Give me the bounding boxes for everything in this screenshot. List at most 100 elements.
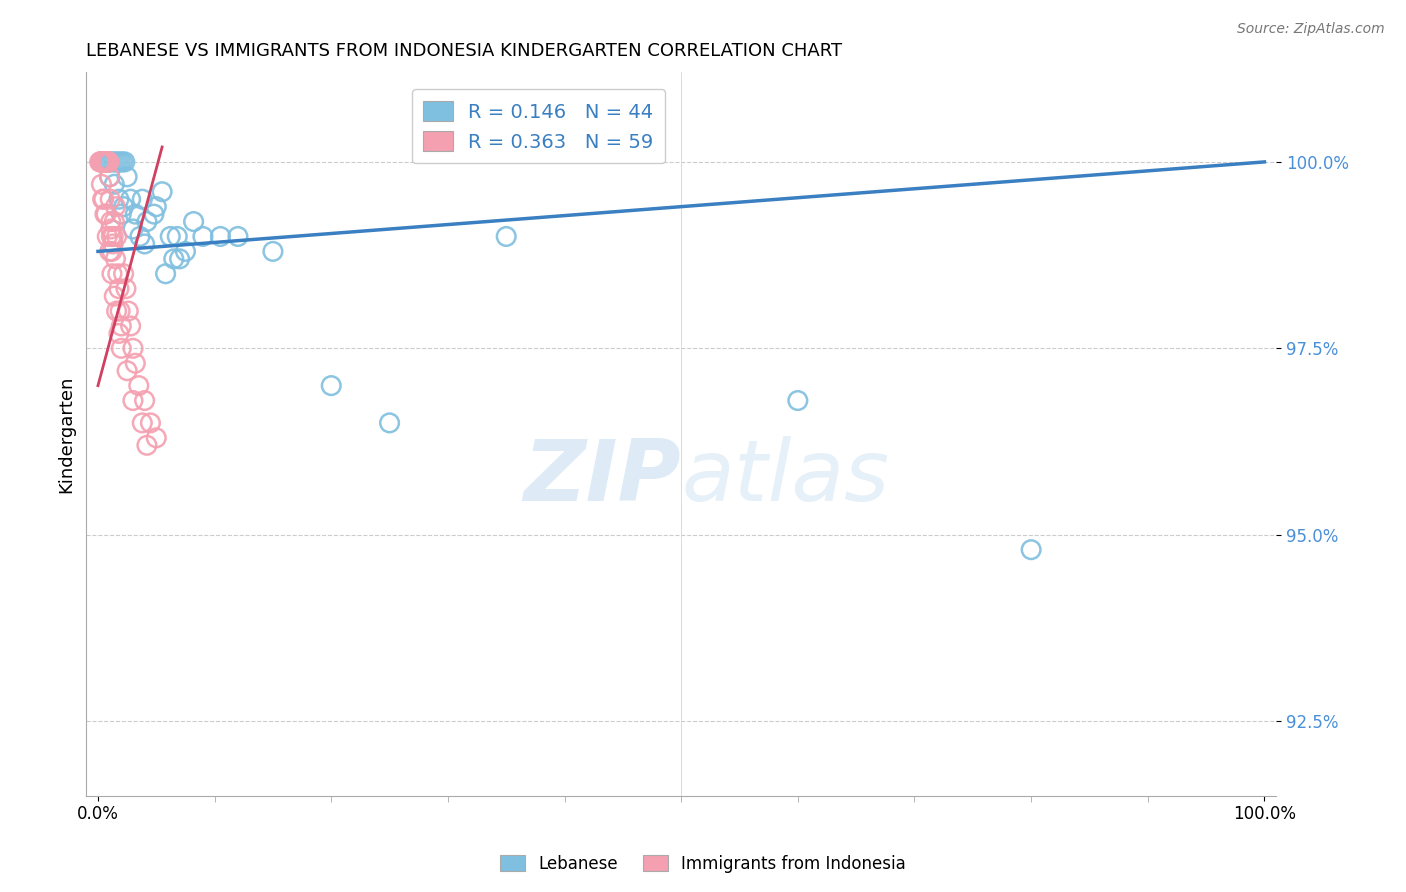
Point: [94, 207, 117, 221]
Point: [112, 200, 135, 214]
Point: [191, 229, 214, 244]
Point: [98, 155, 121, 169]
Point: [96, 155, 118, 169]
Point: [107, 155, 129, 169]
Point: [100, 214, 122, 228]
Point: [134, 236, 156, 251]
Point: [129, 229, 152, 244]
Point: [124, 207, 146, 221]
Point: [378, 416, 401, 430]
Point: [110, 342, 132, 356]
Point: [122, 222, 145, 236]
Point: [97, 155, 120, 169]
Point: [142, 207, 165, 221]
Point: [103, 289, 125, 303]
Point: [93, 155, 115, 169]
Point: [91, 155, 114, 169]
Point: [150, 185, 173, 199]
Point: [108, 282, 131, 296]
Point: [115, 282, 138, 296]
Point: [117, 304, 139, 318]
Text: atlas: atlas: [681, 436, 889, 519]
Point: [93, 155, 115, 169]
Point: [131, 416, 153, 430]
Point: [101, 244, 124, 259]
Point: [209, 229, 232, 244]
Point: [122, 342, 145, 356]
Point: [91, 155, 114, 169]
Point: [101, 229, 124, 244]
Point: [112, 267, 135, 281]
Point: [98, 169, 121, 184]
Point: [136, 438, 159, 452]
Point: [134, 393, 156, 408]
Point: [94, 207, 117, 221]
Point: [100, 222, 122, 236]
Point: [97, 155, 120, 169]
Point: [101, 267, 124, 281]
Point: [97, 155, 120, 169]
Point: [101, 155, 124, 169]
Point: [96, 229, 118, 244]
Point: [89, 155, 111, 169]
Point: [104, 252, 127, 266]
Point: [105, 304, 128, 318]
Legend: R = 0.146   N = 44, R = 0.363   N = 59: R = 0.146 N = 44, R = 0.363 N = 59: [412, 89, 665, 163]
Point: [131, 192, 153, 206]
Point: [105, 229, 128, 244]
Point: [145, 200, 167, 214]
Point: [155, 267, 177, 281]
Point: [90, 155, 112, 169]
Point: [169, 252, 191, 266]
Point: [163, 252, 186, 266]
Point: [226, 229, 249, 244]
Point: [120, 192, 142, 206]
Point: [145, 431, 167, 445]
Point: [139, 416, 162, 430]
Point: [321, 378, 343, 392]
Point: [90, 155, 112, 169]
Point: [100, 155, 122, 169]
Point: [94, 155, 117, 169]
Point: [786, 393, 808, 408]
Point: [96, 155, 118, 169]
Point: [174, 244, 197, 259]
Point: [104, 155, 127, 169]
Point: [110, 207, 132, 221]
Point: [122, 393, 145, 408]
Point: [108, 192, 131, 206]
Point: [1019, 542, 1042, 557]
Point: [93, 192, 115, 206]
Point: [89, 155, 111, 169]
Point: [107, 267, 129, 281]
Point: [90, 155, 112, 169]
Point: [262, 244, 284, 259]
Point: [114, 155, 136, 169]
Point: [101, 236, 124, 251]
Point: [108, 155, 131, 169]
Point: [104, 200, 127, 214]
Point: [110, 318, 132, 333]
Point: [91, 192, 114, 206]
Legend: Lebanese, Immigrants from Indonesia: Lebanese, Immigrants from Indonesia: [494, 848, 912, 880]
Point: [103, 178, 125, 192]
Point: [90, 178, 112, 192]
Point: [98, 244, 121, 259]
Point: [103, 214, 125, 228]
Point: [159, 229, 181, 244]
Y-axis label: Kindergarten: Kindergarten: [58, 376, 75, 492]
Text: Source: ZipAtlas.com: Source: ZipAtlas.com: [1237, 22, 1385, 37]
Point: [115, 364, 138, 378]
Point: [120, 318, 142, 333]
Point: [94, 155, 117, 169]
Point: [94, 155, 117, 169]
Point: [166, 229, 188, 244]
Point: [98, 192, 121, 206]
Point: [93, 155, 115, 169]
Point: [495, 229, 517, 244]
Point: [108, 304, 131, 318]
Point: [91, 155, 114, 169]
Point: [124, 356, 146, 370]
Point: [98, 169, 121, 184]
Point: [100, 229, 122, 244]
